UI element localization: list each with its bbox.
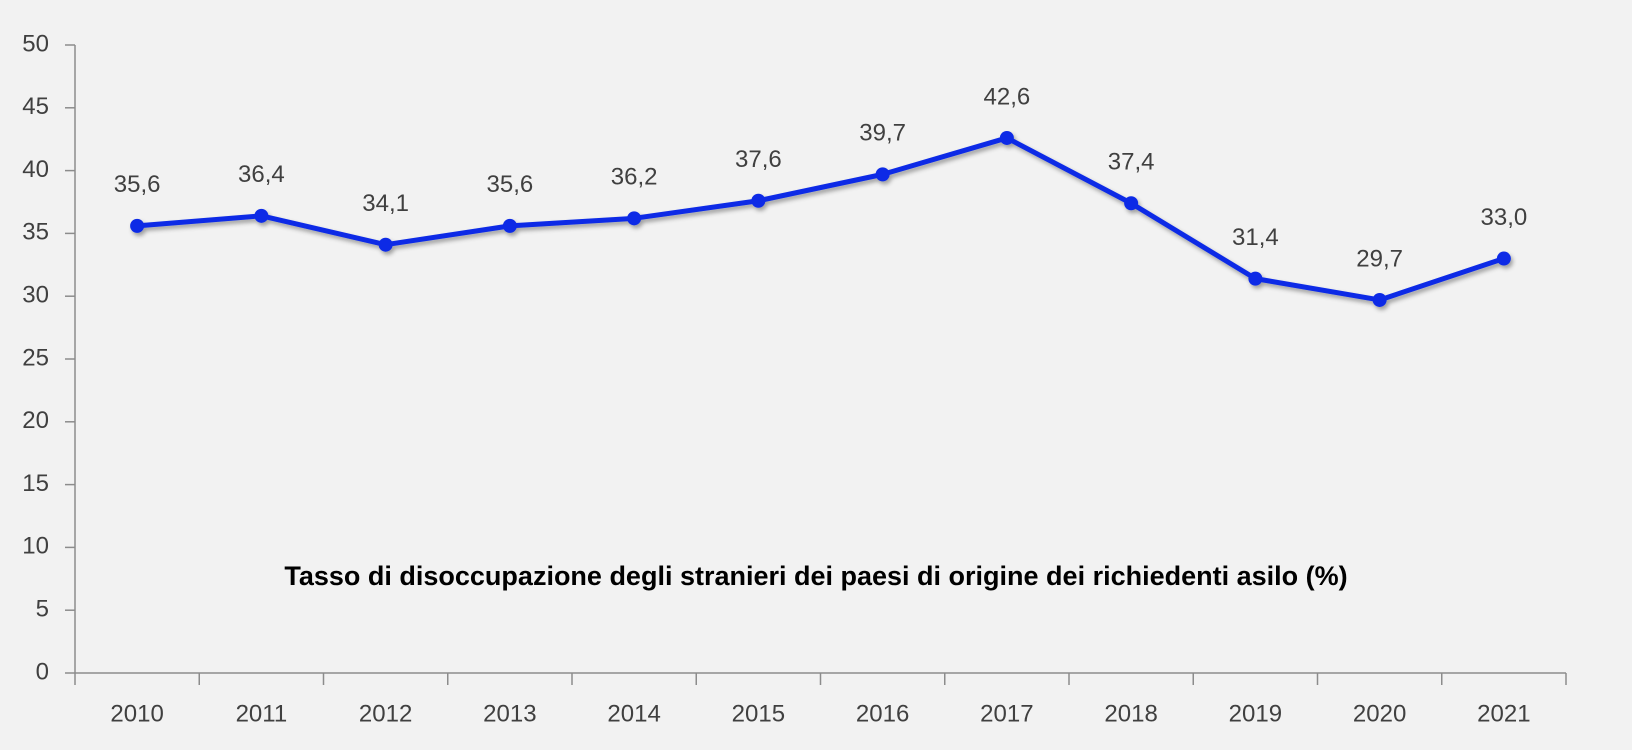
data-label: 35,6 xyxy=(114,171,161,198)
y-tick-label: 40 xyxy=(22,156,49,183)
marker xyxy=(1248,271,1263,286)
marker xyxy=(1496,251,1511,266)
x-tick-label: 2015 xyxy=(732,700,785,727)
x-tick-label: 2019 xyxy=(1229,700,1282,727)
y-tick-label: 5 xyxy=(36,596,49,623)
marker xyxy=(378,237,393,252)
x-tick-label: 2020 xyxy=(1353,700,1406,727)
marker xyxy=(627,211,642,226)
x-tick-label: 2017 xyxy=(980,700,1033,727)
data-label: 37,4 xyxy=(1108,149,1155,176)
marker xyxy=(1124,196,1139,211)
marker xyxy=(875,167,890,182)
data-label: 42,6 xyxy=(984,83,1031,110)
y-tick-label: 15 xyxy=(22,470,49,497)
x-tick-label: 2021 xyxy=(1477,700,1530,727)
data-label: 37,6 xyxy=(735,146,782,173)
y-tick-label: 10 xyxy=(22,533,49,560)
y-tick-label: 25 xyxy=(22,344,49,371)
y-tick-label: 20 xyxy=(22,407,49,434)
data-label: 29,7 xyxy=(1356,245,1403,272)
data-label: 34,1 xyxy=(362,190,409,217)
marker xyxy=(502,218,517,233)
x-tick-label: 2011 xyxy=(236,700,288,727)
data-label: 36,2 xyxy=(611,164,658,191)
marker xyxy=(130,218,145,233)
marker xyxy=(999,130,1014,145)
data-label: 36,4 xyxy=(238,161,285,188)
y-tick-label: 45 xyxy=(22,93,49,120)
y-tick-label: 50 xyxy=(22,30,49,57)
marker xyxy=(1372,292,1387,307)
y-tick-label: 0 xyxy=(36,658,49,685)
data-label: 33,0 xyxy=(1481,204,1528,231)
y-tick-label: 30 xyxy=(22,282,49,309)
x-tick-label: 2018 xyxy=(1104,700,1157,727)
marker xyxy=(254,208,269,223)
x-tick-label: 2016 xyxy=(856,700,909,727)
line xyxy=(136,135,1505,303)
x-tick-label: 2013 xyxy=(483,700,536,727)
data-label: 31,4 xyxy=(1232,224,1279,251)
chart-title: Tasso di disoccupazione degli stranieri … xyxy=(284,561,1347,591)
data-label: 39,7 xyxy=(859,120,906,147)
x-tick-label: 2012 xyxy=(359,700,412,727)
y-tick-label: 35 xyxy=(22,219,49,246)
marker xyxy=(751,193,766,208)
x-tick-label: 2014 xyxy=(607,700,660,727)
data-label: 35,6 xyxy=(487,171,534,198)
x-tick-label: 2010 xyxy=(110,700,163,727)
series xyxy=(130,130,1511,307)
